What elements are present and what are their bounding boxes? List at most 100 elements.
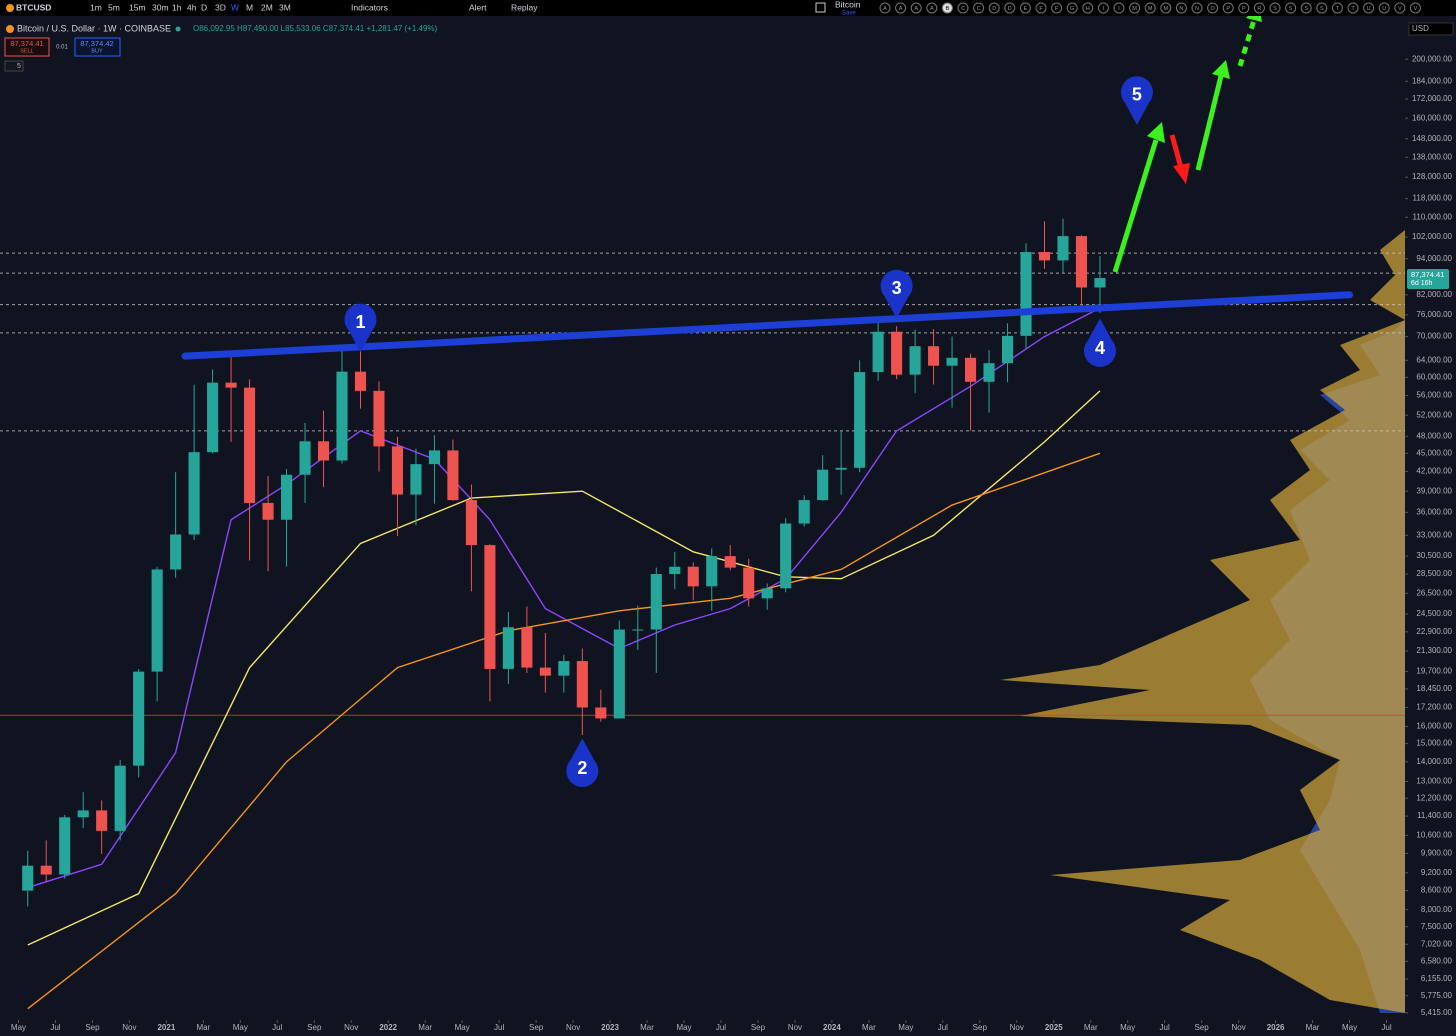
interval-button[interactable]: 3D (215, 2, 226, 12)
interval-button[interactable]: 15m (129, 2, 146, 12)
letter-circle[interactable] (1175, 2, 1187, 14)
symbol[interactable]: BTCUSD (16, 2, 51, 12)
letter[interactable]: A (899, 6, 903, 12)
letter[interactable]: S (1304, 6, 1308, 12)
letter-circle[interactable] (1238, 2, 1250, 14)
letter[interactable]: S (1273, 6, 1277, 12)
letter[interactable]: B (946, 6, 950, 12)
interval-button[interactable]: 1m (90, 2, 102, 12)
letter[interactable]: T (1351, 6, 1355, 12)
interval-button[interactable]: 4h (187, 2, 197, 12)
letter[interactable]: E (1024, 6, 1028, 12)
letter-circle[interactable] (1097, 2, 1109, 14)
buy-button[interactable] (74, 37, 121, 57)
letter-circle[interactable] (1129, 2, 1141, 14)
interval-button[interactable]: D (201, 2, 207, 12)
sell-label[interactable]: SELL (20, 48, 33, 54)
letter[interactable]: S (1289, 6, 1293, 12)
letter-circle[interactable] (1285, 2, 1297, 14)
letter-circle[interactable] (1066, 2, 1078, 14)
letter-circle[interactable] (1378, 2, 1390, 14)
letter[interactable]: S (1320, 6, 1324, 12)
letter-circle[interactable] (1004, 2, 1016, 14)
letter-circle[interactable] (926, 2, 938, 14)
letter-circle[interactable] (941, 2, 953, 14)
letter[interactable]: A (914, 6, 918, 12)
letter[interactable]: P (1226, 6, 1230, 12)
letter[interactable]: G (1070, 6, 1074, 12)
letter-circle[interactable] (1300, 2, 1312, 14)
interval-button[interactable]: 30m (152, 2, 169, 12)
letter-circle[interactable] (1207, 2, 1219, 14)
letter[interactable]: T (1336, 6, 1340, 12)
letter[interactable]: U (1382, 6, 1386, 12)
letter-circle[interactable] (910, 2, 922, 14)
letter-circle[interactable] (1269, 2, 1281, 14)
letter-circle[interactable] (1160, 2, 1172, 14)
letter-circle[interactable] (1144, 2, 1156, 14)
letter[interactable]: R (1257, 6, 1261, 12)
currency-box[interactable] (1408, 22, 1454, 36)
interval-button[interactable]: W (231, 2, 239, 12)
letter-circle[interactable] (1191, 2, 1203, 14)
letter-circle[interactable] (1019, 2, 1031, 14)
currency[interactable]: USD (1412, 24, 1429, 33)
letter[interactable]: P (1242, 6, 1246, 12)
indicator-count[interactable]: 5 (17, 63, 21, 70)
interval-button[interactable]: 1h (172, 2, 182, 12)
interval-button[interactable]: 5m (108, 2, 120, 12)
letter-circle[interactable] (1409, 2, 1421, 14)
letter[interactable]: I (1118, 6, 1120, 12)
letter-circle[interactable] (957, 2, 969, 14)
interval-button[interactable]: M (246, 2, 253, 12)
letter[interactable]: D (1008, 6, 1012, 12)
letter[interactable]: U (1367, 6, 1371, 12)
letter[interactable]: A (883, 6, 887, 12)
letter-circle[interactable] (973, 2, 985, 14)
letter-circle[interactable] (1082, 2, 1094, 14)
letter[interactable]: A (930, 6, 934, 12)
letter-circle[interactable] (1253, 2, 1265, 14)
letter[interactable]: M (1132, 6, 1137, 12)
letter[interactable]: N (1195, 6, 1199, 12)
alert-button[interactable]: Alert (469, 2, 487, 12)
buy-label[interactable]: BUY (91, 48, 103, 54)
letter[interactable]: O (1210, 6, 1215, 12)
buy-price[interactable]: 87,374.42 (80, 39, 113, 48)
sell-button[interactable] (4, 37, 50, 57)
letter-circle[interactable] (1331, 2, 1343, 14)
letter-circle[interactable] (988, 2, 1000, 14)
letter-circle[interactable] (1316, 2, 1328, 14)
count-box[interactable] (4, 60, 24, 72)
letter-circle[interactable] (1347, 2, 1359, 14)
letter[interactable]: D (992, 6, 996, 12)
letter[interactable]: V (1398, 6, 1402, 12)
save-button[interactable]: Save (842, 11, 856, 17)
letter-circle[interactable] (1051, 2, 1063, 14)
letter[interactable]: F (1039, 6, 1043, 12)
letter-circle[interactable] (895, 2, 907, 14)
letter[interactable]: C (961, 6, 965, 12)
letter-circle[interactable] (1222, 2, 1234, 14)
letter-circle[interactable] (1394, 2, 1406, 14)
interval-button[interactable]: 3M (279, 2, 291, 12)
letter[interactable]: M (1164, 6, 1169, 12)
letter[interactable]: I (1103, 6, 1105, 12)
layout-name[interactable]: Bitcoin (835, 0, 861, 9)
replay-button[interactable]: Replay (511, 2, 538, 12)
interval-button[interactable]: 2M (261, 2, 273, 12)
letter[interactable]: V (1414, 6, 1418, 12)
letter[interactable]: N (1179, 6, 1183, 12)
letter[interactable]: H (1086, 6, 1090, 12)
price-axis (1405, 20, 1456, 1036)
letter-circle[interactable] (879, 2, 891, 14)
sell-price[interactable]: 87,374.41 (10, 39, 43, 48)
letter-circle[interactable] (1363, 2, 1375, 14)
letter[interactable]: F (1055, 6, 1059, 12)
candle-body (1075, 236, 1088, 288)
letter[interactable]: C (977, 6, 981, 12)
indicators-button[interactable]: Indicators (351, 2, 388, 12)
letter-circle[interactable] (1035, 2, 1047, 14)
letter-circle[interactable] (1113, 2, 1125, 14)
letter[interactable]: M (1148, 6, 1153, 12)
